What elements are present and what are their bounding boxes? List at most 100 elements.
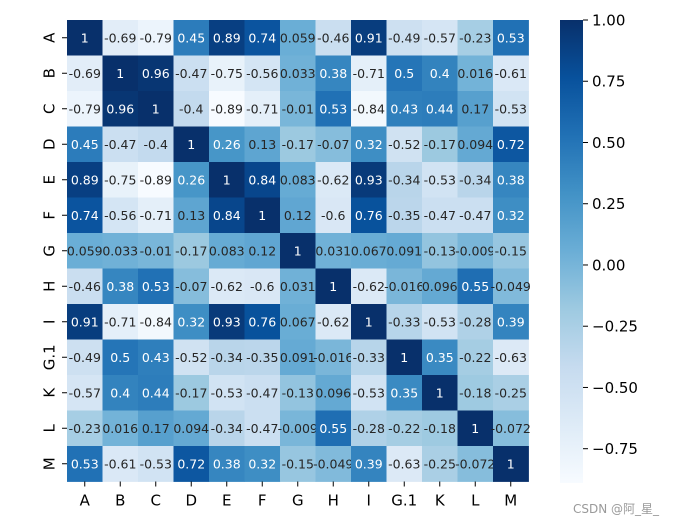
- heatmap-cell: [138, 446, 174, 482]
- cell-annotation: -0.17: [175, 243, 207, 258]
- heatmap-cell: [386, 197, 423, 234]
- heatmap-cell: [280, 20, 316, 56]
- heatmap-cell: [422, 268, 458, 305]
- heatmap-cell: [493, 197, 529, 234]
- cell-annotation: 0.55: [319, 421, 347, 436]
- cell-annotation: -0.84: [140, 314, 172, 329]
- cell-annotation: -0.75: [211, 66, 243, 81]
- cell-annotation: 1: [116, 66, 124, 81]
- heatmap-cell: [493, 233, 529, 269]
- cell-annotation: 0.32: [177, 314, 205, 329]
- heatmap-cell: [386, 126, 423, 163]
- cell-annotation: -0.6: [321, 208, 345, 223]
- cell-annotation: -0.049: [313, 456, 353, 471]
- heatmap-cell: [386, 233, 423, 269]
- heatmap-cell: [315, 126, 352, 163]
- heatmap-cell: [386, 55, 423, 92]
- heatmap-cell: [315, 233, 352, 269]
- heatmap-cell: [457, 233, 494, 269]
- heatmap-cell: [386, 339, 423, 376]
- cell-annotation: -0.4: [179, 101, 203, 116]
- heatmap-cell: [386, 304, 423, 340]
- cell-annotation: 0.76: [355, 208, 383, 223]
- cell-annotation: -0.53: [211, 385, 243, 400]
- heatmap-cell: [67, 162, 103, 198]
- cell-annotation: -0.17: [282, 137, 314, 152]
- heatmap-cell: [209, 91, 245, 127]
- cell-annotation: -0.34: [211, 421, 243, 436]
- heatmap-cell: [422, 446, 458, 482]
- cell-annotation: 0.53: [497, 30, 525, 45]
- cell-annotation: 0.84: [213, 208, 241, 223]
- cell-annotation: 0.016: [457, 66, 493, 81]
- colorbar: [560, 20, 583, 483]
- heatmap-cell: [493, 20, 529, 56]
- heatmap-cell: [422, 20, 458, 56]
- heatmap-cell: [173, 126, 210, 163]
- heatmap-cell: [102, 233, 139, 269]
- cell-annotation: 0.38: [213, 456, 241, 471]
- cell-annotation: -0.072: [491, 421, 531, 436]
- cell-annotation: 0.031: [315, 243, 351, 258]
- cell-annotation: -0.47: [246, 385, 278, 400]
- heatmap-cell: [280, 268, 316, 305]
- heatmap-cell: [351, 268, 387, 305]
- cell-annotation: -0.71: [246, 101, 278, 116]
- heatmap-cell: [315, 304, 352, 340]
- cell-annotation: -0.009: [278, 421, 318, 436]
- cell-annotation: 1: [400, 350, 408, 365]
- cell-annotation: 0.083: [209, 243, 245, 258]
- cell-annotation: 0.5: [394, 66, 414, 81]
- cell-annotation: -0.4: [144, 137, 168, 152]
- x-tick-label: G.1: [391, 492, 417, 510]
- heatmap-cell: [173, 55, 210, 92]
- cell-annotation: -0.33: [388, 314, 420, 329]
- cell-annotation: 0.76: [248, 314, 276, 329]
- x-tick-label: H: [328, 492, 339, 510]
- cell-annotation: -0.25: [495, 385, 527, 400]
- heatmap-cell: [351, 20, 387, 56]
- cell-annotation: 0.32: [497, 208, 525, 223]
- heatmap-cell: [351, 126, 387, 163]
- heatmap-cell: [102, 339, 139, 376]
- heatmap-cell: [457, 55, 494, 92]
- heatmap-cell: [67, 20, 103, 56]
- heatmap-cell: [386, 446, 423, 482]
- y-tick-label: I: [40, 320, 58, 324]
- x-tick-label: F: [258, 492, 267, 510]
- heatmap-cell: [67, 126, 103, 163]
- cell-annotation: 0.53: [142, 279, 170, 294]
- heatmap-cell: [315, 410, 352, 447]
- heatmap-cell: [138, 197, 174, 234]
- heatmap-cell: [67, 197, 103, 234]
- cell-annotation: -0.61: [104, 456, 136, 471]
- cell-annotation: -0.79: [140, 30, 172, 45]
- cell-annotation: 0.72: [497, 137, 525, 152]
- cell-annotation: -0.57: [424, 30, 456, 45]
- cell-annotation: 1: [436, 385, 444, 400]
- heatmap-cell: [493, 446, 529, 482]
- heatmap-cell: [209, 126, 245, 163]
- heatmap-cell: [67, 55, 103, 92]
- heatmap-cell: [138, 91, 174, 127]
- cell-annotation: -0.33: [353, 350, 385, 365]
- heatmap-cell: [138, 375, 174, 411]
- heatmap-cell: [351, 304, 387, 340]
- heatmap-cell: [173, 410, 210, 447]
- cell-annotation: -0.15: [495, 243, 527, 258]
- y-tick-label: B: [40, 68, 58, 78]
- cell-annotation: -0.62: [317, 172, 349, 187]
- cell-annotation: -0.53: [424, 314, 456, 329]
- x-tick-label: B: [115, 492, 125, 510]
- heatmap-cell: [67, 268, 103, 305]
- heatmap-cell: [457, 339, 494, 376]
- cell-annotation: -0.6: [250, 279, 274, 294]
- cell-annotation: 0.39: [497, 314, 525, 329]
- cell-annotation: -0.072: [455, 456, 495, 471]
- cell-annotation: -0.46: [317, 30, 349, 45]
- cell-annotation: 0.059: [280, 30, 316, 45]
- y-tick-label: M: [40, 457, 58, 470]
- cell-annotation: -0.79: [69, 101, 101, 116]
- cell-annotation: 1: [365, 314, 373, 329]
- heatmap-cell: [244, 55, 281, 92]
